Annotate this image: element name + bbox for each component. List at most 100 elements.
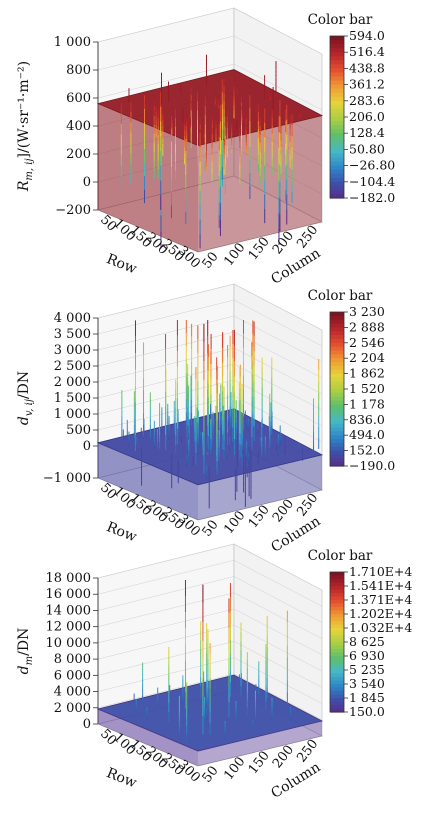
colorbar-segment (330, 381, 344, 386)
z-tick-label: 500 (66, 423, 91, 438)
colorbar-segment (330, 153, 344, 159)
z-gridline (97, 315, 235, 351)
z-tick-label: 1 500 (54, 391, 91, 406)
colorbar-tick-label: 2 546 (349, 335, 385, 350)
z-tick-label: 1 000 (54, 407, 91, 422)
z-gridline (97, 35, 235, 71)
colorbar-segment (330, 645, 344, 650)
z-gridline (97, 63, 235, 99)
colorbar-segment (330, 354, 344, 359)
colorbar-segment (330, 193, 344, 199)
z-gridline (233, 673, 323, 720)
colorbar-segment (330, 652, 344, 657)
colorbar-segment (330, 64, 344, 69)
colorbar-segment (330, 400, 344, 405)
colorbar-segment (330, 40, 344, 45)
colorbar-segment (330, 331, 344, 336)
colorbar-segment (330, 642, 344, 647)
colorbar-segment (330, 684, 344, 689)
colorbar-segment (330, 165, 344, 171)
colorbar-segment (330, 177, 344, 183)
colorbar-segment (330, 663, 344, 668)
z-tick-label: 6 000 (54, 668, 91, 683)
colorbar-segment (330, 185, 344, 191)
colorbar-tick-label: 128.4 (349, 125, 385, 140)
surface-side (98, 709, 198, 766)
surface-side (98, 442, 198, 520)
colorbar-segment (330, 369, 344, 375)
z-tick-label: 10 000 (46, 636, 92, 651)
colorbar-segment (330, 396, 344, 402)
z-gridline (233, 299, 323, 347)
z-gridline (97, 7, 235, 43)
colorbar-segment (330, 680, 344, 685)
colorbar-tick-label: −26.80 (349, 158, 395, 173)
z-tick-label: 16 000 (46, 587, 92, 602)
colorbar-segment (330, 666, 344, 671)
colorbar-segment (330, 350, 344, 355)
colorbar-segment (330, 125, 344, 130)
colorbar-segment (330, 68, 344, 74)
colorbar-segment (330, 442, 344, 448)
colorbar-tick-label: 3 540 (349, 676, 385, 691)
colorbar-segment (330, 133, 344, 138)
z-tick-label: 600 (66, 91, 91, 106)
colorbar-segment (330, 362, 344, 367)
colorbar-tick-label: 6 930 (349, 648, 385, 663)
z-gridline (233, 592, 323, 639)
colorbar-segment (330, 358, 344, 363)
colorbar-segment (330, 593, 344, 598)
colorbar-segment (330, 181, 344, 187)
colorbar-segment (330, 338, 344, 344)
colorbar-segment (330, 385, 344, 390)
z-tick-label: 3 500 (54, 327, 91, 342)
colorbar-segment (330, 691, 344, 696)
z-gridline (233, 543, 323, 591)
z-tick-label: 3 000 (54, 343, 91, 358)
colorbar-segment (330, 137, 344, 142)
colorbar-segment (330, 323, 344, 328)
colorbar-segment (330, 635, 344, 640)
colorbar-title: Color bar (308, 548, 373, 564)
colorbar-segment (330, 659, 344, 664)
colorbar-segment (330, 701, 344, 706)
colorbar-segment (330, 389, 344, 394)
colorbar-segment (330, 687, 344, 692)
colorbar-segment (330, 579, 344, 584)
colorbar-tick-label: 283.6 (349, 93, 385, 108)
colorbar-tick-label: −182.0 (349, 190, 395, 205)
z-tick-label: −200 (55, 203, 91, 218)
colorbar-segment (330, 365, 344, 371)
colorbar-segment (330, 80, 344, 86)
colorbar-tick-label: −190.0 (349, 458, 395, 473)
z-gridline (97, 657, 235, 692)
colorbar-segment (330, 614, 344, 619)
z-gridline (233, 363, 323, 411)
z-gridline (97, 592, 235, 627)
colorbar-title: Color bar (308, 12, 373, 28)
column-tick-label: 50 (200, 517, 222, 539)
z-tick-label: 2 000 (54, 375, 91, 390)
z-axis-label-rest: /DN (16, 371, 32, 399)
chart-panel-dark-v: 4 000 3 500 3 000 2 500 2 000 1 500 1 000 500 0 −… (0, 278, 423, 556)
colorbar-segment (330, 44, 344, 49)
z-gridline (233, 331, 323, 379)
z-gridline (233, 657, 323, 704)
colorbar-segment (330, 454, 344, 459)
z-axis-label-main: d (16, 416, 32, 425)
colorbar-tick-label: 1.202E+4 (349, 606, 412, 621)
colorbar-segment (330, 129, 344, 134)
z-axis-label-rest: ]/(W·sr⁻¹·m⁻²) (16, 61, 32, 159)
colorbar-segment (330, 117, 344, 122)
column-tick-label: 50 (200, 763, 222, 785)
z-gridline (233, 576, 323, 623)
z-tick-label: 800 (66, 63, 91, 78)
colorbar-segment (330, 670, 344, 675)
colorbar-segment (330, 408, 344, 413)
z-tick-label: 2 000 (54, 701, 91, 716)
z-axis-label-sub: m (24, 656, 35, 665)
colorbar-tick-label: 5 235 (349, 662, 385, 677)
z-gridline (97, 576, 235, 611)
